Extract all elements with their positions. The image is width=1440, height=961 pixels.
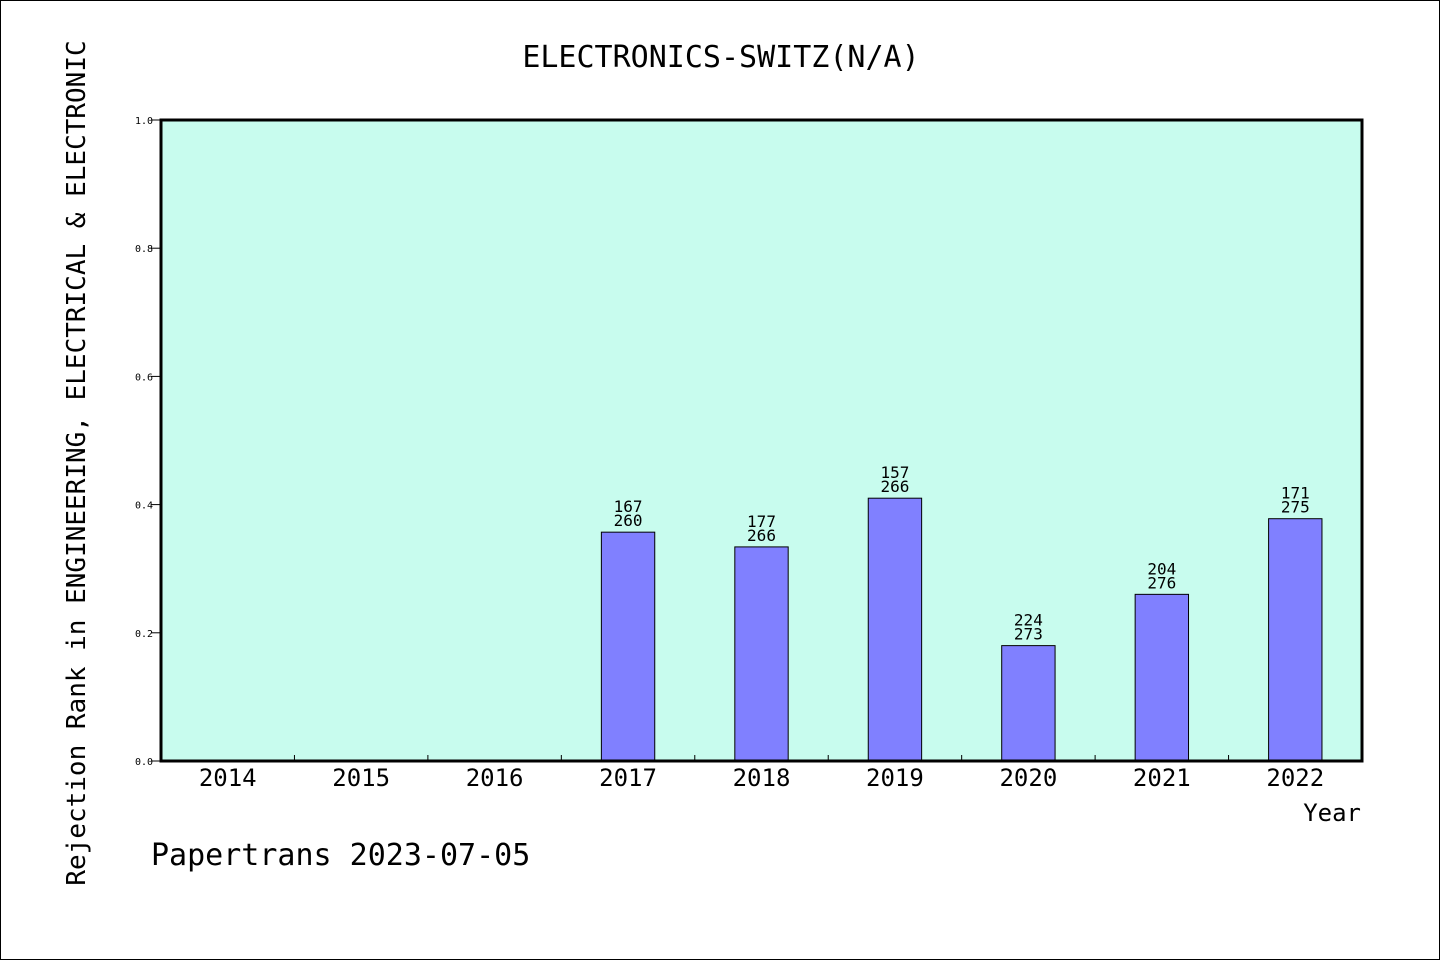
ticks-layer: 0.0 0.2 0.4 0.6 0.8 1.0 2014 2015 2016 2017 2018 20…: [135, 116, 1324, 792]
bar-label-bottom: 273: [1014, 625, 1043, 644]
chart-title: ELECTRONICS-SWITZ(N/A): [522, 40, 919, 75]
y-tick-label: 0.0: [135, 757, 153, 768]
x-tick-label: 2016: [466, 764, 524, 792]
bar-2017: [600, 531, 656, 762]
bar-label-bottom: 266: [747, 526, 776, 545]
bar-label-top: 171: [1281, 484, 1310, 503]
bar-label-top: 167: [614, 497, 643, 516]
bar-label-top: 157: [880, 463, 909, 482]
bar-label-bottom: 276: [1147, 573, 1176, 592]
bar-2020: [1001, 645, 1056, 762]
bar-label-bottom: 266: [880, 477, 909, 496]
bar-label-bottom: 260: [614, 511, 643, 530]
bar-label-bottom: 275: [1281, 498, 1310, 517]
x-tick-label: 2018: [733, 764, 791, 792]
y-tick-label: 0.2: [135, 629, 153, 640]
bar-label-top: 204: [1147, 559, 1176, 578]
y-tick-label: 1.0: [135, 116, 153, 127]
x-tick-label: 2022: [1266, 764, 1324, 792]
x-axis-label: Year: [1303, 799, 1361, 827]
bar-label-top: 177: [747, 512, 776, 531]
bar-2021: [1134, 593, 1190, 762]
x-tick-label: 2014: [199, 764, 257, 792]
bar-label-top: 224: [1014, 611, 1043, 630]
y-tick-label: 0.4: [135, 501, 153, 512]
bar-2022: [1268, 518, 1323, 762]
x-tick-label: 2015: [332, 764, 390, 792]
y-axis-label: Rejection Rank in ENGINEERING, ELECTRICA…: [62, 40, 92, 885]
x-tick-label: 2021: [1133, 764, 1191, 792]
x-tick-label: 2017: [599, 764, 657, 792]
bar-2018: [734, 546, 789, 762]
y-tick-label: 0.8: [135, 244, 153, 255]
y-tick-label: 0.6: [135, 372, 153, 383]
x-tick-label: 2019: [866, 764, 924, 792]
footer-text: Papertrans 2023-07-05: [151, 838, 530, 873]
x-tick-label: 2020: [999, 764, 1057, 792]
plot-border: [159, 118, 1364, 763]
bar-2019: [867, 497, 923, 762]
